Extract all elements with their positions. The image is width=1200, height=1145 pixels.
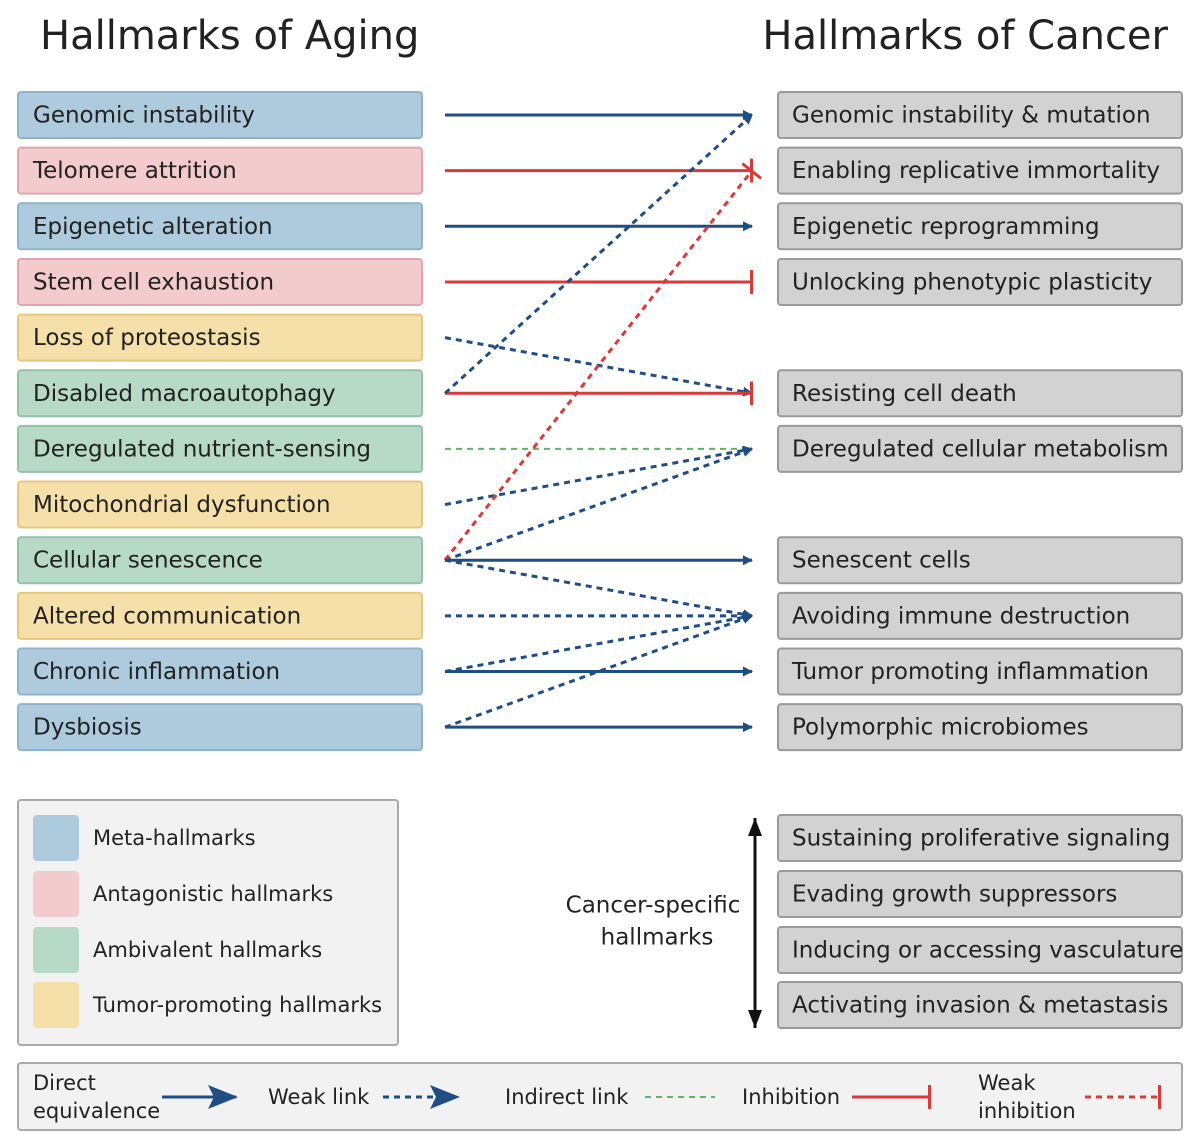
- cancer-label: Epigenetic reprogramming: [792, 214, 1100, 240]
- cancer-specific-label: Activating invasion & metastasis: [792, 993, 1168, 1019]
- link-arrow: [444, 445, 753, 507]
- aging-label: Mitochondrial dysfunction: [33, 492, 331, 518]
- aging-label: Disabled macroautophagy: [33, 381, 336, 407]
- cancer-box: [777, 703, 1183, 752]
- cancer-specific-box: [777, 981, 1183, 1029]
- cancer-specific-label: Inducing or accessing vasculature: [792, 938, 1183, 964]
- cancer-specific-box: [777, 926, 1183, 974]
- link-legend-label: equivalence: [33, 1099, 160, 1123]
- cancer-specific-label: Sustaining proliferative signaling: [792, 826, 1170, 852]
- cancer-label: Unlocking phenotypic plasticity: [792, 269, 1152, 295]
- link-arrow: [444, 447, 753, 562]
- aging-box: [17, 369, 423, 418]
- cancer-specific-box: [777, 870, 1183, 918]
- legend-box: [17, 799, 399, 1046]
- cancer-box: [777, 257, 1183, 306]
- link-legend-label: Direct: [33, 1071, 96, 1095]
- aging-label: Stem cell exhaustion: [33, 269, 274, 295]
- cancer-label: Senescent cells: [792, 548, 971, 574]
- aging-label: Chronic inflammation: [33, 659, 280, 685]
- link-arrow: [443, 162, 763, 562]
- legend-label: Ambivalent hallmarks: [93, 938, 322, 962]
- link-legend-label: inhibition: [978, 1099, 1076, 1123]
- content: Genomic instability Telomere attrition Epi…: [17, 91, 1183, 1131]
- aging-label: Telomere attrition: [32, 158, 237, 184]
- aging-label: Dysbiosis: [33, 715, 142, 741]
- aging-box: [17, 257, 423, 306]
- cancer-label: Deregulated cellular metabolism: [792, 436, 1169, 462]
- cancer-box: [777, 91, 1183, 139]
- link-legend-label: Inhibition: [742, 1085, 840, 1109]
- legend-label: Tumor-promoting hallmarks: [92, 993, 382, 1017]
- cancer-box: [777, 647, 1183, 696]
- cancer-specific-label: Evading growth suppressors: [792, 882, 1117, 908]
- cancer-label: Resisting cell death: [792, 381, 1017, 407]
- cancer-label: Polymorphic microbiomes: [792, 715, 1089, 741]
- aging-box: [17, 202, 423, 251]
- aging-box: [17, 703, 423, 752]
- aging-label: Deregulated nutrient-sensing: [33, 436, 371, 462]
- aging-label: Epigenetic alteration: [33, 214, 273, 240]
- cancer-box: [777, 202, 1183, 251]
- cancer-label: Avoiding immune destruction: [792, 603, 1130, 629]
- legend-label: Meta-hallmarks: [93, 826, 256, 850]
- aging-label: Altered communication: [33, 603, 301, 629]
- link-legend-box: [17, 1062, 1183, 1131]
- legend-swatch: [33, 871, 79, 917]
- link-arrow: [444, 558, 753, 620]
- cancer-specific-box: [777, 814, 1183, 862]
- aging-box: [17, 647, 423, 696]
- cancer-box: [777, 591, 1183, 640]
- cancer-label: Genomic instability & mutation: [792, 103, 1151, 129]
- link-legend-label: Indirect link: [505, 1085, 629, 1109]
- cancer-label: Tumor promoting inflammation: [791, 659, 1149, 685]
- cancer-specific-heading: hallmarks: [601, 925, 714, 951]
- link-legend-label: Weak: [978, 1071, 1036, 1095]
- aging-label: Cellular senescence: [33, 548, 263, 574]
- legend-swatch: [33, 927, 79, 973]
- cancer-label: Enabling replicative immortality: [792, 158, 1160, 184]
- aging-box: [17, 313, 423, 362]
- legend-label: Antagonistic hallmarks: [93, 882, 333, 906]
- legend-swatch: [33, 982, 79, 1028]
- aging-box: [17, 146, 423, 195]
- aging-label: Genomic instability: [33, 103, 255, 129]
- aging-box: [17, 91, 423, 139]
- title: Hallmarks of Aging: [40, 13, 419, 59]
- cancer-box: [777, 369, 1183, 418]
- title: Hallmarks of Cancer: [762, 13, 1168, 59]
- aging-box: [17, 424, 423, 473]
- cancer-box: [777, 536, 1183, 585]
- link-arrow: [444, 612, 753, 673]
- cancer-specific-heading: Cancer-specific: [566, 893, 741, 919]
- aging-box: [17, 591, 423, 640]
- cancer-box: [777, 424, 1183, 473]
- aging-box: [17, 480, 423, 529]
- link-legend-label: Weak link: [268, 1085, 370, 1109]
- aging-box: [17, 536, 423, 585]
- cancer-box: [777, 146, 1183, 195]
- legend-swatch: [33, 815, 79, 861]
- link-arrow: [443, 113, 754, 395]
- aging-label: Loss of proteostasis: [33, 325, 261, 351]
